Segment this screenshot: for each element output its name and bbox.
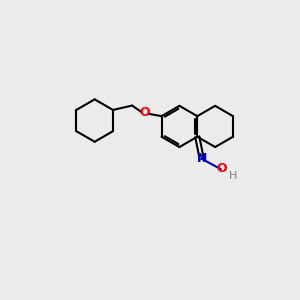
- Text: N: N: [196, 152, 207, 165]
- Text: H: H: [229, 171, 237, 181]
- Text: O: O: [216, 162, 227, 175]
- Text: O: O: [139, 106, 150, 119]
